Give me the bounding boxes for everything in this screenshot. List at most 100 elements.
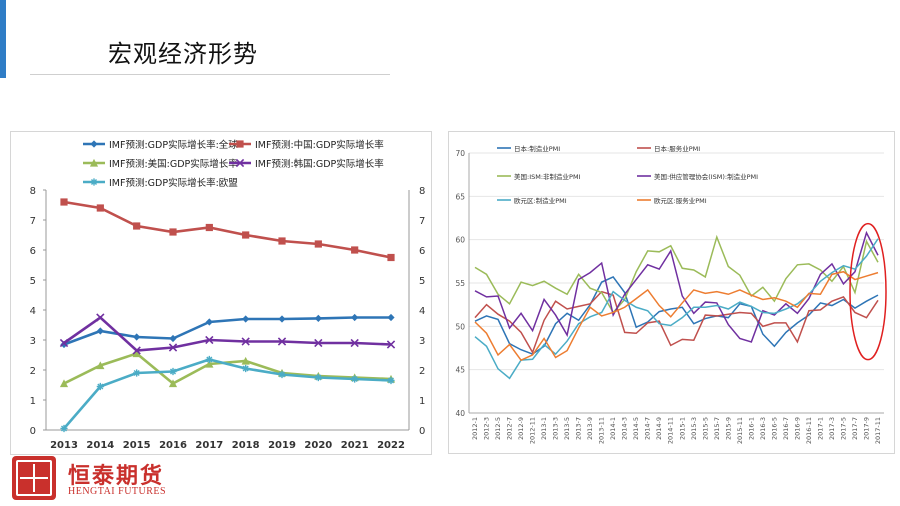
x-tick-label: 2012-7 (506, 417, 514, 440)
y-tick-label-right: 3 (419, 336, 425, 347)
data-point (168, 343, 178, 352)
data-point (350, 338, 359, 348)
x-tick-label: 2015-3 (690, 417, 698, 440)
series-5 (60, 355, 395, 433)
y-tick-label-right: 1 (419, 396, 425, 407)
y-tick-label-right: 0 (419, 426, 425, 437)
highlight-ellipse (849, 222, 887, 361)
y-tick-label-left: 0 (30, 426, 36, 437)
y-tick-label-right: 4 (419, 306, 425, 317)
data-point (133, 222, 141, 230)
x-tick-label: 2013-1 (540, 417, 548, 440)
data-point (96, 313, 105, 322)
data-point (241, 337, 250, 346)
x-tick-label: 2016-11 (805, 417, 813, 444)
x-tick-label: 2014 (86, 440, 114, 451)
y-tick-label-right: 8 (419, 186, 425, 197)
data-point (314, 240, 322, 248)
data-point (59, 379, 69, 388)
data-point (278, 370, 286, 379)
y-tick-label-right: 2 (419, 366, 425, 377)
company-logo: 恒泰期货 HENGTAI FUTURES (12, 456, 222, 504)
legend-label: 欧元区:制造业PMI (514, 196, 567, 205)
y-tick-label-left: 6 (30, 246, 36, 257)
y-tick-label: 55 (455, 279, 465, 288)
data-point (387, 253, 395, 262)
logo-seal-icon (12, 456, 56, 500)
x-tick-label: 2013-7 (575, 417, 583, 440)
data-point (386, 340, 396, 349)
x-tick-label: 2013 (50, 440, 78, 451)
data-point (205, 355, 213, 364)
data-point (133, 333, 141, 341)
legend-marker (90, 140, 98, 148)
data-point (96, 361, 105, 370)
x-tick-label: 2014-3 (621, 417, 629, 440)
legend-label: IMF预测:韩国:GDP实际增长率 (255, 158, 384, 170)
data-point (168, 379, 178, 388)
x-tick-label: 2013-11 (598, 417, 606, 444)
series-line (63, 358, 392, 430)
series-line-4 (474, 230, 879, 343)
data-point (96, 382, 104, 391)
series-2 (60, 198, 395, 262)
x-tick-label: 2014-5 (632, 417, 640, 440)
legend-marker (235, 158, 245, 168)
x-tick-label: 2016-3 (759, 417, 767, 440)
y-tick-label: 70 (455, 149, 465, 158)
series-4 (59, 313, 396, 355)
data-point (169, 228, 177, 236)
x-tick-label: 2012-11 (529, 417, 537, 444)
imf-gdp-chart-svg: 0 0 1 1 2 2 3 3 4 4 5 5 6 6 7 7 8 8 2013 2014 2015 2016 2017 20… (30, 139, 426, 451)
x-tick-label: 2016 (159, 440, 187, 451)
y-tick-label-left: 7 (30, 216, 36, 227)
data-point (96, 327, 104, 335)
x-tick-label: 2016-7 (782, 417, 790, 440)
data-point (387, 313, 395, 322)
data-point (351, 313, 359, 322)
x-tick-label: 2017 (195, 440, 223, 451)
x-tick-label: 2015-1 (678, 417, 686, 440)
x-tick-label: 2018 (232, 440, 260, 451)
data-point (133, 369, 141, 377)
y-tick-label: 50 (455, 322, 465, 331)
imf-gdp-forecast-chart: 0 0 1 1 2 2 3 3 4 4 5 5 6 6 7 7 8 8 2013 2014 2015 2016 2017 20… (10, 131, 432, 455)
x-tick-label: 2019 (268, 440, 296, 451)
x-tick-label: 2017-3 (828, 417, 836, 440)
data-point (96, 204, 104, 212)
data-point (169, 334, 177, 343)
x-tick-label: 2013-5 (563, 417, 571, 440)
data-point (242, 364, 250, 373)
x-tick-label: 2016-5 (770, 417, 778, 440)
y-tick-label-right: 6 (419, 246, 425, 257)
data-point (314, 373, 322, 382)
data-point (205, 335, 214, 345)
legend-label: 美国:供应管理协会(ISM):制造业PMI (654, 172, 758, 181)
y-tick-label: 65 (455, 192, 465, 201)
y-tick-label-right: 5 (419, 276, 425, 287)
legend-marker (90, 178, 98, 186)
data-point (59, 338, 69, 348)
series-line-6 (474, 270, 879, 362)
x-tick-label: 2012-9 (517, 417, 525, 440)
x-tick-label: 2015-7 (713, 417, 721, 440)
data-point (60, 198, 68, 206)
title-divider (30, 74, 390, 75)
data-point (387, 376, 395, 385)
data-point (314, 338, 323, 348)
y-tick-label-left: 4 (30, 306, 36, 317)
data-point (132, 349, 141, 358)
legend-label: IMF预测:美国:GDP实际增长率 (109, 158, 238, 170)
legend-label: IMF预测:GDP实际增长率:全球 (109, 139, 238, 151)
data-point (205, 223, 213, 232)
legend-marker (89, 158, 99, 167)
x-tick-label: 2017-9 (862, 417, 870, 440)
x-tick-label: 2012-3 (483, 417, 491, 440)
data-point (278, 237, 286, 245)
x-tick-label: 2020 (304, 440, 332, 451)
legend-label: IMF预测:GDP实际增长率:欧盟 (109, 177, 238, 189)
x-tick-label: 2014-9 (655, 417, 663, 440)
series-line (63, 315, 392, 352)
series-line-3 (474, 234, 879, 314)
